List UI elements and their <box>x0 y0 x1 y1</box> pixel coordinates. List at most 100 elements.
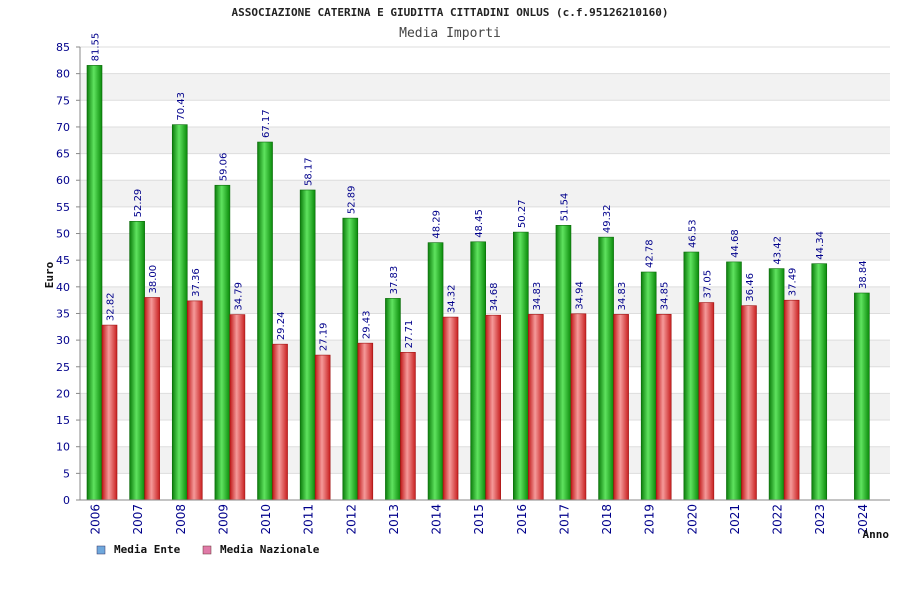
x-axis-ticks: 2006 2007 2008 2009 2010 2011 2012 2013 2014 2015… <box>89 504 870 535</box>
data-label: 49.32 <box>602 205 613 234</box>
y-tick-label: 0 <box>63 494 70 507</box>
data-label: 44.68 <box>730 229 741 258</box>
bar-media-ente-2013 <box>385 298 401 501</box>
bar-media-ente-2020 <box>683 251 700 501</box>
bar-media-nazionale-2021 <box>741 305 757 501</box>
data-label: 38.84 <box>858 260 869 289</box>
bar-media-nazionale-2012 <box>357 342 374 501</box>
y-tick-label: 35 <box>56 307 70 320</box>
bar-media-nazionale-2015 <box>485 314 501 501</box>
y-tick-label: 55 <box>56 201 70 214</box>
data-label: 36.46 <box>745 273 756 302</box>
data-label: 52.89 <box>346 185 357 214</box>
data-label: 34.94 <box>574 281 585 310</box>
data-label: 37.49 <box>788 268 799 297</box>
chart-subtitle: Media Importi <box>399 26 501 41</box>
grid-band <box>80 100 890 127</box>
legend-swatch-media-ente <box>96 545 106 555</box>
bar-media-ente-2009 <box>214 184 231 501</box>
data-label: 43.42 <box>773 236 784 265</box>
data-label: 27.71 <box>404 320 415 349</box>
chart-title: ASSOCIAZIONE CATERINA E GIUDITTA CITTADI… <box>231 6 668 19</box>
data-label: 81.55 <box>91 33 102 62</box>
y-tick-label: 5 <box>63 467 70 480</box>
bar-media-ente-2021 <box>726 261 742 501</box>
bar-media-ente-2006 <box>86 65 103 501</box>
y-tick-label: 15 <box>56 414 70 427</box>
y-tick-label: 45 <box>56 254 70 267</box>
bar-media-nazionale-2014 <box>442 316 459 501</box>
bar-media-nazionale-2019 <box>655 313 672 501</box>
data-label: 29.43 <box>361 311 372 340</box>
data-label: 59.06 <box>218 153 229 182</box>
data-label: 34.83 <box>617 282 628 311</box>
grid-band <box>80 180 890 207</box>
data-label: 34.68 <box>489 283 500 312</box>
bar-media-ente-2018 <box>598 236 614 501</box>
bar-media-ente-2016 <box>513 231 529 501</box>
x-tick-label: 2008 <box>174 504 188 535</box>
x-tick-label: 2013 <box>387 504 401 535</box>
x-tick-label: 2017 <box>557 504 571 535</box>
bar-media-ente-2012 <box>342 217 359 501</box>
data-label: 42.78 <box>645 239 656 268</box>
data-label: 50.27 <box>517 199 528 228</box>
x-tick-label: 2018 <box>600 504 614 535</box>
bar-media-ente-2008 <box>171 124 188 501</box>
x-tick-label: 2011 <box>302 504 316 535</box>
grid-band <box>80 126 890 154</box>
data-label: 34.85 <box>660 282 671 311</box>
bar-media-nazionale-2009 <box>229 314 246 501</box>
x-tick-label: 2022 <box>771 504 785 535</box>
legend: Media Ente Media Nazionale <box>96 543 320 556</box>
legend-swatch-media-nazionale <box>202 545 212 555</box>
bar-media-nazionale-2018 <box>613 314 629 501</box>
grid-band <box>80 73 890 101</box>
data-labels: 81.55 32.82 52.29 38.00 70.43 37.36 59.06 34.79… <box>91 33 869 351</box>
y-tick-label: 65 <box>56 148 70 161</box>
x-tick-label: 2006 <box>89 504 103 535</box>
y-tick-label: 25 <box>56 361 70 374</box>
x-tick-label: 2016 <box>515 504 529 535</box>
x-tick-label: 2015 <box>472 504 486 535</box>
grid-band <box>80 153 890 181</box>
legend-label-media-nazionale: Media Nazionale <box>220 543 320 556</box>
x-tick-label: 2010 <box>259 504 273 535</box>
data-label: 58.17 <box>304 157 315 186</box>
data-label: 52.29 <box>133 189 144 218</box>
bar-media-nazionale-2011 <box>314 354 331 501</box>
data-label: 51.54 <box>559 193 570 222</box>
data-label: 44.34 <box>815 231 826 260</box>
y-tick-label: 75 <box>56 94 70 107</box>
bar-media-ente-2017 <box>555 225 572 501</box>
x-axis-label: Anno <box>863 528 890 541</box>
data-label: 48.29 <box>432 210 443 239</box>
y-tick-label: 60 <box>56 174 70 187</box>
bar-media-nazionale-2013 <box>400 352 416 501</box>
bar-media-nazionale-2020 <box>698 302 715 501</box>
x-tick-label: 2014 <box>430 504 444 535</box>
bar-media-nazionale-2007 <box>144 297 160 501</box>
y-axis-label: Euro <box>43 261 56 288</box>
x-tick-label: 2020 <box>685 504 699 535</box>
bar-media-ente-2015 <box>470 241 486 501</box>
bar-media-nazionale-2022 <box>783 299 800 501</box>
y-tick-label: 50 <box>56 228 70 241</box>
bar-media-ente-2010 <box>257 141 273 501</box>
y-tick-label: 85 <box>56 41 70 54</box>
data-label: 37.36 <box>191 268 202 297</box>
y-tick-label: 20 <box>56 387 70 400</box>
grid-band <box>80 47 890 74</box>
data-label: 46.53 <box>687 219 698 248</box>
bar-media-ente-2023 <box>811 263 828 501</box>
bar-media-ente-2007 <box>129 221 145 501</box>
bar-media-ente-2024 <box>854 292 870 501</box>
bar-media-ente-2014 <box>427 242 444 501</box>
data-label: 38.00 <box>148 265 159 294</box>
bar-media-ente-2022 <box>768 268 785 501</box>
data-label: 67.17 <box>261 109 272 138</box>
data-label: 27.19 <box>319 322 330 351</box>
bar-media-nazionale-2010 <box>272 343 288 501</box>
bar-media-nazionale-2016 <box>528 314 544 501</box>
y-axis-ticks: 0 5 10 15 20 25 30 35 40 45 50 55 60 65 70 75 80 85 <box>56 41 80 507</box>
